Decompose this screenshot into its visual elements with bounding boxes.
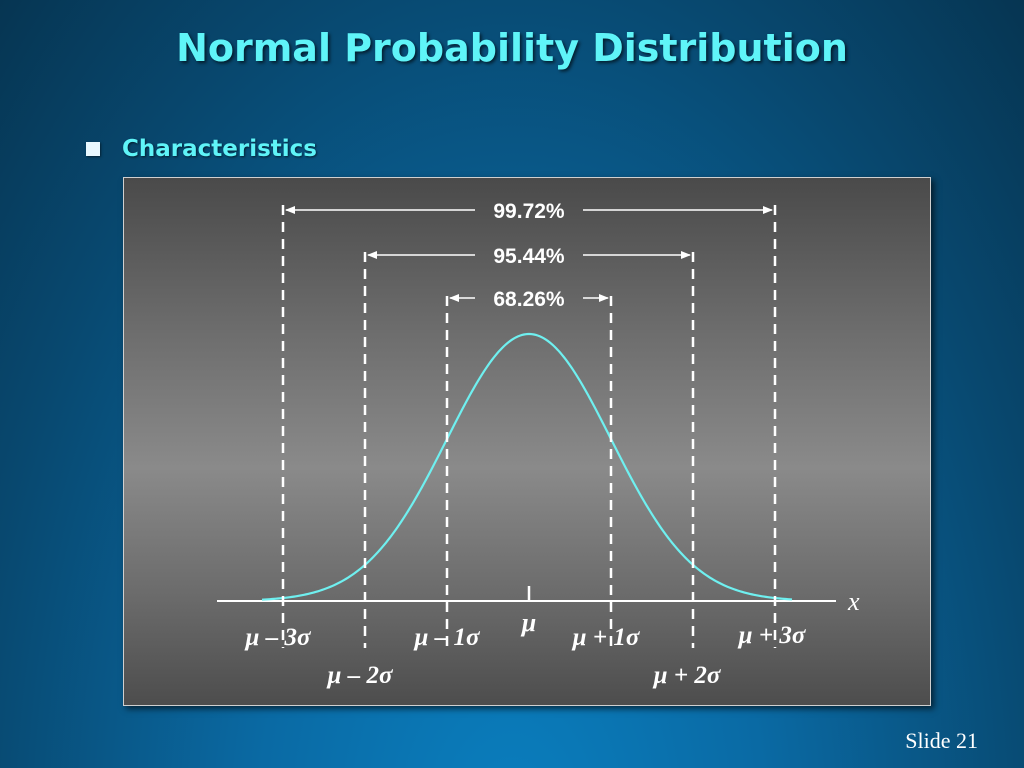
interval-percent-label-1: 68.26% (493, 288, 565, 311)
slide-number: Slide 21 (905, 728, 978, 753)
bullet-item: Characteristics (86, 136, 317, 162)
bullet-label: Characteristics (122, 136, 317, 162)
normal-curve (261, 332, 793, 601)
sigma-label-plus-2: μ + 2σ (652, 662, 722, 689)
slide-title: Normal Probability Distribution (176, 26, 848, 70)
sigma-label-plus-3: μ + 3σ (737, 622, 807, 649)
bullet-square-icon (86, 142, 100, 156)
mean-label: μ (520, 608, 536, 637)
sigma-label-minus-1: μ – 1σ (413, 624, 481, 651)
sigma-label-minus-3: μ – 3σ (244, 624, 312, 651)
x-axis-label: x (847, 587, 860, 616)
sigma-label-plus-1: μ + 1σ (571, 624, 641, 651)
sigma-label-minus-2: μ – 2σ (326, 662, 394, 689)
interval-percent-label-3: 99.72% (493, 200, 565, 223)
diagram-panel (123, 177, 931, 706)
interval-percent-label-2: 95.44% (493, 245, 565, 268)
